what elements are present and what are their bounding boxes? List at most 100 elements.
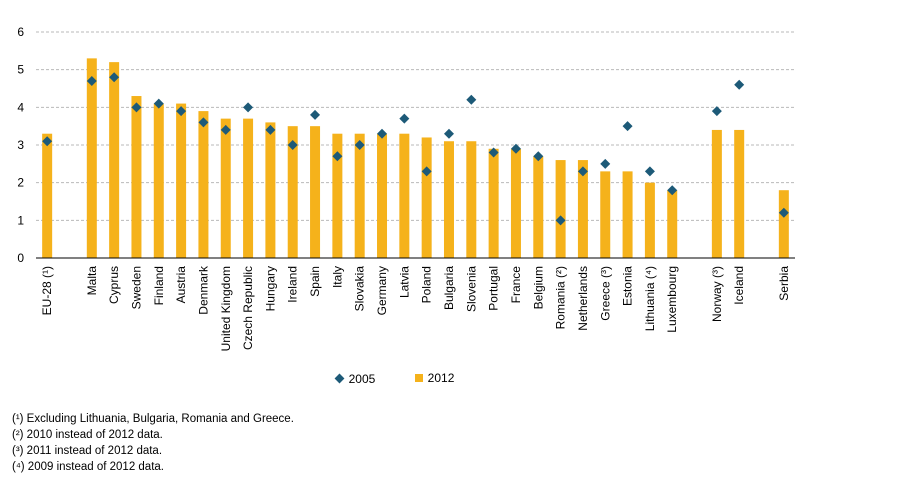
bar-2012 [42,133,53,258]
y-tick-label: 0 [17,251,24,265]
marker-2005 [443,128,454,139]
bar-2012 [265,122,276,259]
marker-2005 [220,124,231,135]
footnotes: (¹) Excluding Lithuania, Bulgaria, Roman… [12,411,294,475]
marker-2005 [399,113,410,124]
bar-2012 [310,126,321,259]
marker-2005 [711,106,722,117]
y-tick-label: 1 [17,213,24,227]
y-tick-label: 2 [17,176,24,190]
marker-2005 [42,136,53,147]
x-tick-label: Malta [85,266,99,296]
marker-2005 [176,106,187,117]
y-tick-label: 4 [17,100,24,114]
marker-2005 [109,72,120,83]
x-tick-label: Belgium [531,266,545,309]
x-tick-label: Bulgaria [442,266,456,310]
marker-2005 [377,128,388,139]
legend-label-2005: 2005 [348,371,376,386]
x-tick-label: Slovenia [464,266,478,312]
marker-2005 [287,140,298,150]
bar-2012 [600,171,611,258]
x-tick-label: Slovakia [353,266,367,312]
marker-2005 [488,147,499,158]
x-tick-label: Ireland [286,266,300,303]
x-tick-label: Hungary [263,266,277,311]
chart: 0 1 2 3 4 5 6 EU-28 (¹) Malta Cyprus Sweden Finlan… [17,25,795,351]
x-tick-label: Lithuania (⁴) [643,266,657,331]
bar-2012 [198,111,209,258]
markers-2005 [42,72,789,226]
y-tick-label: 5 [17,63,24,77]
bar-2012 [555,160,566,258]
marker-2005 [86,75,97,86]
x-tick-label: Iceland [732,266,746,305]
x-tick-label: Greece (³) [598,266,612,321]
marker-2005 [310,109,321,120]
y-tick-label: 3 [17,138,24,152]
bar-2012 [577,160,588,258]
bar-2012 [443,141,454,258]
x-tick-label: Serbia [777,266,791,301]
bar-2012 [644,182,655,258]
y-axis-ticks: 0 1 2 3 4 5 6 [17,25,24,265]
bar-2012 [622,171,633,258]
x-tick-label: EU-28 (¹) [40,266,54,315]
bar-2012 [734,129,745,258]
gridlines [36,31,795,221]
marker-2005 [667,185,678,196]
bar-2012 [533,156,544,258]
marker-2005 [600,158,611,169]
marker-2005 [131,102,142,113]
bar-2012 [109,62,120,259]
legend: 2005 2012 [0,371,790,386]
bar-2012 [243,118,254,258]
y-tick-label: 6 [17,25,24,39]
marker-2005 [644,166,655,177]
bar-2012 [711,129,722,258]
bar-2012 [86,58,97,258]
bar-2012 [354,133,365,258]
legend-item-2005: 2005 [334,371,376,386]
footnote-2: (²) 2010 instead of 2012 data. [12,429,163,441]
bar-2012 [667,190,678,258]
bar-2012 [287,126,298,259]
x-tick-label: Poland [420,266,434,303]
legend-item-2012: 2012 [414,371,455,385]
bar-2012 [421,137,432,258]
bar-2012 [220,118,231,258]
marker-2005 [243,102,254,113]
x-tick-label: Estonia [621,266,635,306]
bar-2012 [510,148,521,258]
marker-2005 [778,207,789,218]
x-tick-label: Portugal [487,266,501,311]
legend-label-2012: 2012 [427,371,455,385]
x-axis-labels: EU-28 (¹) Malta Cyprus Sweden Finland Austria… [40,265,791,351]
marker-2005 [265,124,276,135]
x-tick-label: Luxembourg [665,266,679,333]
footnote-1: (¹) Excluding Lithuania, Bulgaria, Roman… [12,413,294,425]
marker-2005 [332,151,343,162]
x-tick-label: United Kingdom [219,266,233,351]
footnote-3: (³) 2011 instead of 2012 data. [12,445,163,457]
marker-2005 [622,121,633,132]
x-tick-label: Denmark [196,265,210,315]
marker-2005 [510,143,521,154]
x-tick-label: Spain [308,266,322,297]
marker-2005 [153,98,164,109]
x-tick-label: Czech Republic [241,266,255,350]
bar-2012 [176,103,187,258]
marker-2005 [577,166,588,177]
x-tick-label: Cyprus [107,266,121,304]
marker-2005 [421,166,432,177]
bar-2012 [488,148,499,258]
bar-2012 [778,190,789,258]
x-tick-label: Romania (²) [554,266,568,329]
footnote-4: (⁴) 2009 instead of 2012 data. [12,461,164,473]
marker-2005 [734,79,745,90]
marker-2005 [354,140,365,150]
diamond-marker-icon [334,373,345,384]
x-tick-label: Germany [375,266,389,315]
marker-2005 [466,94,477,105]
marker-2005 [555,215,566,226]
